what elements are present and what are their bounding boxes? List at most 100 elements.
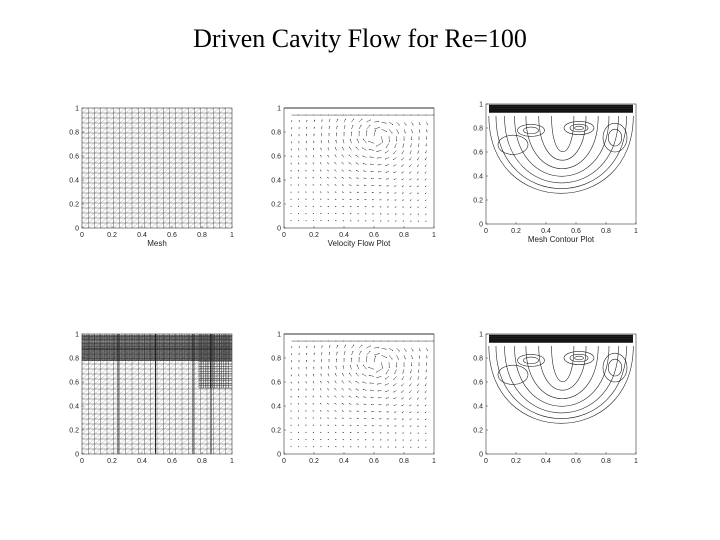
velocity-arrow-head	[349, 424, 351, 426]
x-tick-label: 0.2	[511, 228, 521, 235]
y-tick-label: 1	[277, 106, 281, 113]
mesh-diagonal	[169, 177, 233, 229]
contour-line	[525, 345, 599, 399]
x-tick-label: 1	[230, 458, 234, 465]
velocity-arrow	[351, 345, 354, 349]
y-tick-label: 0.8	[69, 356, 79, 363]
velocity-arrow-head	[380, 340, 382, 342]
y-tick-label: 1	[277, 332, 281, 339]
velocity-arrow	[342, 139, 345, 144]
velocity-arrow-head	[362, 373, 364, 375]
velocity-arrow-head	[327, 162, 329, 164]
velocity-arrow-head	[425, 378, 427, 380]
velocity-arrow-head	[411, 365, 413, 367]
velocity-arrow-head	[385, 165, 387, 167]
velocity-arrow-head	[290, 388, 292, 390]
velocity-arrow-head	[378, 127, 380, 129]
contour-line	[514, 115, 610, 177]
velocity-arrow-head	[426, 138, 428, 140]
velocity-arrow-head	[403, 114, 404, 116]
x-axis-label: Mesh Contour Plot	[528, 235, 595, 244]
velocity-arrow-head	[419, 350, 421, 352]
velocity-arrow	[342, 365, 345, 370]
velocity-arrow-head	[319, 169, 321, 171]
velocity-arrow-head	[364, 417, 366, 419]
y-tick-label: 0.2	[271, 428, 281, 435]
velocity-arrow-head	[312, 424, 314, 426]
velocity-arrow-head	[410, 340, 412, 342]
contour-line	[525, 115, 599, 169]
velocity-arrow-head	[290, 367, 292, 369]
velocity-arrow-head	[327, 154, 329, 156]
velocity-arrow-head	[370, 396, 372, 398]
y-tick-label: 0	[277, 226, 281, 233]
velocity-arrow-head	[394, 185, 396, 187]
velocity-arrow-head	[298, 134, 300, 136]
velocity-arrow	[385, 150, 390, 154]
velocity-arrow-head	[343, 114, 344, 116]
contour-loop	[563, 351, 595, 365]
velocity-arrow-head	[344, 125, 346, 127]
velocity-arrow	[394, 143, 397, 148]
velocity-arrow-head	[305, 395, 307, 397]
velocity-arrow-head	[402, 439, 404, 441]
velocity-arrow-head	[305, 114, 307, 116]
velocity-arrow	[366, 125, 371, 130]
mesh-contour-refined-plot: 0 0.2 0.4 0.6 0.8 1 0 0.2 0.4 0.6 0.8 1	[473, 332, 638, 466]
velocity-arrow-head	[351, 357, 353, 359]
velocity-arrow	[388, 129, 393, 134]
velocity-arrow-head	[410, 439, 412, 441]
velocity-arrow-head	[357, 439, 359, 441]
velocity-arrow-head	[305, 184, 307, 186]
velocity-arrow-head	[424, 165, 426, 167]
velocity-arrow-head	[334, 373, 336, 375]
velocity-arrow-head	[297, 191, 299, 193]
velocity-arrow-head	[305, 438, 307, 440]
velocity-arrow-head	[402, 425, 404, 427]
velocity-arrow-head	[341, 184, 343, 186]
y-tick-label: 0.8	[271, 356, 281, 363]
velocity-arrow-head	[356, 169, 358, 171]
mesh-diagonal	[150, 162, 233, 229]
velocity-arrow-head	[305, 220, 307, 222]
velocity-arrow-head	[291, 134, 293, 136]
mesh-diagonal	[81, 107, 101, 124]
velocity-arrow-head	[378, 185, 380, 187]
velocity-arrow-head	[320, 147, 322, 149]
velocity-arrow-head	[424, 418, 426, 420]
y-tick-label: 0.2	[69, 428, 79, 435]
mesh-diagonal	[81, 107, 151, 164]
velocity-arrow-head	[353, 344, 355, 346]
velocity-arrow	[356, 162, 360, 165]
velocity-arrow-head	[419, 131, 421, 133]
velocity-arrow-head	[417, 199, 419, 201]
velocity-arrow-head	[405, 124, 407, 126]
mesh-diagonal	[94, 117, 233, 229]
velocity-arrow-head	[357, 213, 359, 215]
mesh-diagonal	[194, 423, 233, 455]
velocity-arrow-head	[368, 140, 370, 142]
velocity-arrow-head	[402, 146, 404, 148]
velocity-arrow-head	[342, 213, 344, 215]
velocity-arrow-head	[424, 384, 426, 386]
velocity-arrow-head	[329, 119, 331, 121]
velocity-arrow	[403, 121, 407, 126]
mesh-diagonal	[81, 107, 233, 229]
velocity-arrow-head	[393, 404, 395, 406]
x-tick-label: 0	[484, 458, 488, 465]
velocity-arrow-head	[372, 425, 374, 427]
velocity-arrow-head	[377, 164, 379, 166]
velocity-arrow-head	[313, 352, 315, 354]
velocity-arrow-head	[357, 446, 359, 448]
velocity-arrow-head	[297, 184, 299, 186]
x-tick-label: 0	[282, 458, 286, 465]
velocity-arrow	[348, 154, 352, 158]
velocity-arrow-head	[313, 147, 315, 149]
velocity-arrow-head	[336, 358, 338, 360]
velocity-arrow-head	[369, 345, 371, 347]
velocity-arrow-head	[327, 446, 329, 448]
velocity-arrow-head	[305, 410, 307, 412]
velocity-arrow-head	[290, 148, 292, 150]
velocity-arrow-head	[297, 403, 299, 405]
velocity-arrow-head	[409, 398, 411, 400]
